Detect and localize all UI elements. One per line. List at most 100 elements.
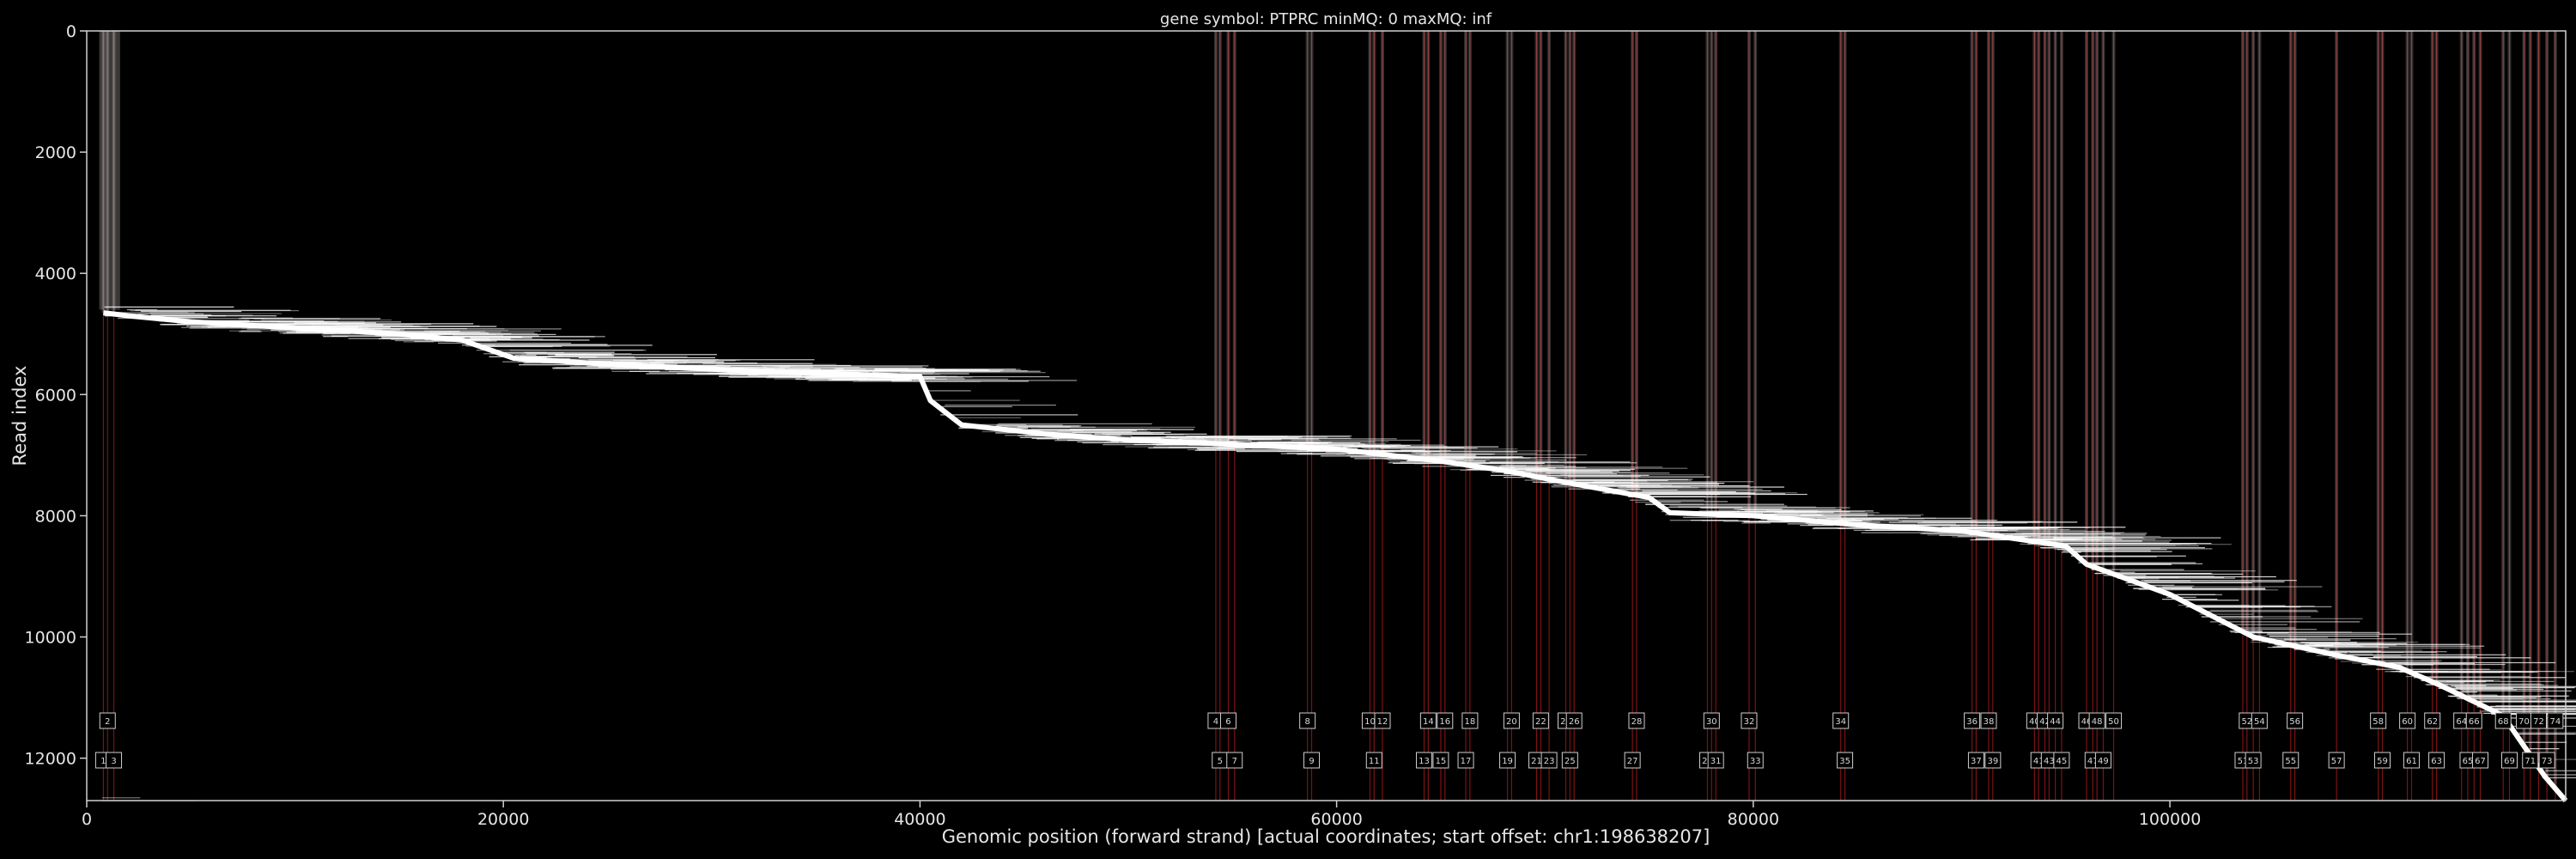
exon-label-box-56	[2287, 712, 2304, 729]
read-fragment	[277, 321, 402, 323]
exon-label-box-25	[1561, 752, 1578, 769]
exon-label-box-39	[1984, 752, 2002, 769]
read-fragment	[2472, 701, 2576, 703]
read-fragment	[2166, 596, 2196, 598]
read-fragment	[2395, 670, 2555, 673]
read-fragment	[1194, 449, 1350, 451]
read-fragment	[1039, 426, 1196, 428]
exon-label-36: 36	[1966, 717, 1978, 727]
read-fragment	[1729, 513, 1868, 515]
exon-read-column-53	[2251, 31, 2256, 637]
read-fragment	[1072, 431, 1171, 433]
read-fragment	[2209, 609, 2318, 612]
exon-read-column-73	[2545, 31, 2549, 779]
read-fragment	[519, 364, 582, 366]
read-fragment	[619, 359, 741, 362]
exon-read-column-12	[1381, 31, 1385, 455]
read-fragment	[1291, 439, 1421, 442]
read-fragment	[981, 430, 1151, 433]
read-fragment	[1510, 466, 1587, 468]
exon-read-column-25	[1568, 31, 1572, 484]
read-fragment	[1030, 428, 1161, 430]
read-fragment	[2315, 643, 2466, 645]
exon-label-box-16	[1437, 712, 1454, 729]
exon-label-box-53	[2245, 752, 2262, 769]
read-fragment	[2480, 699, 2576, 701]
exon-read-column-18	[1467, 31, 1472, 466]
read-fragment	[238, 318, 340, 320]
read-fragment	[414, 333, 512, 335]
read-fragment	[1921, 527, 2091, 528]
exon-label-box-19	[1499, 752, 1516, 769]
exon-label-2: 2	[105, 717, 110, 727]
read-fragment	[1264, 442, 1328, 444]
exon-label-4: 4	[1213, 717, 1218, 727]
read-fragment	[2431, 682, 2465, 684]
read-fragment	[1531, 478, 1693, 480]
exon-read-column-35	[1843, 31, 1847, 524]
read-fragment	[2324, 647, 2481, 649]
read-fragment	[2281, 645, 2364, 647]
read-fragment	[1398, 454, 1427, 455]
read-fragment	[1645, 503, 1704, 505]
exon-label-31: 31	[1710, 757, 1722, 766]
exon-read-column-66	[2472, 31, 2476, 702]
read-fragment	[2482, 708, 2576, 710]
read-fragment	[1741, 522, 1771, 524]
read-fragment	[2451, 685, 2487, 686]
read-fragment	[2284, 638, 2306, 640]
read-fragment	[104, 315, 227, 317]
read-fragment	[148, 316, 208, 318]
read-fragment	[702, 366, 814, 368]
exon-label-box-6	[1219, 712, 1236, 729]
read-fragment	[2178, 604, 2250, 606]
read-fragment	[2446, 680, 2555, 682]
exon-label-25: 25	[1564, 757, 1576, 766]
read-fragment	[1248, 439, 1282, 441]
read-fragment	[2378, 660, 2442, 661]
exon-read-column-4	[1213, 31, 1218, 444]
exon-label-box-72	[2530, 712, 2547, 729]
read-fragment	[1200, 440, 1321, 442]
exon-label-65: 65	[2463, 757, 2474, 766]
exon-label-71: 71	[2524, 757, 2536, 766]
read-fragment	[952, 417, 1021, 418]
exon-label-box-14	[1419, 712, 1437, 729]
read-fragment	[461, 336, 521, 338]
exon-label-64: 64	[2456, 717, 2467, 727]
read-fragment	[2454, 685, 2576, 687]
read-fragment	[1949, 534, 2098, 536]
x-tick-label-80000: 80000	[1728, 810, 1779, 829]
read-fragment	[805, 377, 936, 379]
read-fragment	[2162, 586, 2323, 588]
read-fragment	[1297, 443, 1365, 445]
exon-read-column-46	[2085, 31, 2089, 564]
read-fragment	[1466, 468, 1636, 471]
read-fragment	[2344, 653, 2373, 655]
read-fragment	[2542, 777, 2576, 779]
exon-label-45: 45	[2057, 757, 2068, 766]
exon-label-61: 61	[2406, 757, 2417, 766]
exon-label-14: 14	[1423, 717, 1434, 727]
read-fragment	[766, 377, 800, 379]
exon-label-30: 30	[1706, 717, 1717, 727]
read-fragment	[1853, 529, 1952, 531]
read-fragment	[2124, 578, 2160, 580]
read-fragment	[2314, 649, 2423, 651]
exon-label-box-69	[2500, 752, 2518, 769]
exon-label-box-9	[1303, 752, 1321, 769]
read-fragment	[2256, 635, 2291, 637]
exon-label-box-61	[2403, 752, 2420, 769]
read-fragment	[838, 369, 909, 371]
read-fragment	[900, 372, 1046, 374]
exon-label-box-23	[1540, 752, 1558, 769]
read-fragment	[1166, 436, 1288, 437]
read-fragment	[2371, 662, 2476, 665]
read-fragment	[1798, 517, 1908, 519]
exon-read-column-55	[2288, 31, 2293, 646]
read-fragment	[1489, 461, 1631, 463]
read-fragment	[2322, 651, 2447, 653]
exon-label-box-22	[1532, 712, 1549, 729]
read-fragment	[1835, 521, 1880, 523]
read-fragment	[1888, 521, 2040, 523]
